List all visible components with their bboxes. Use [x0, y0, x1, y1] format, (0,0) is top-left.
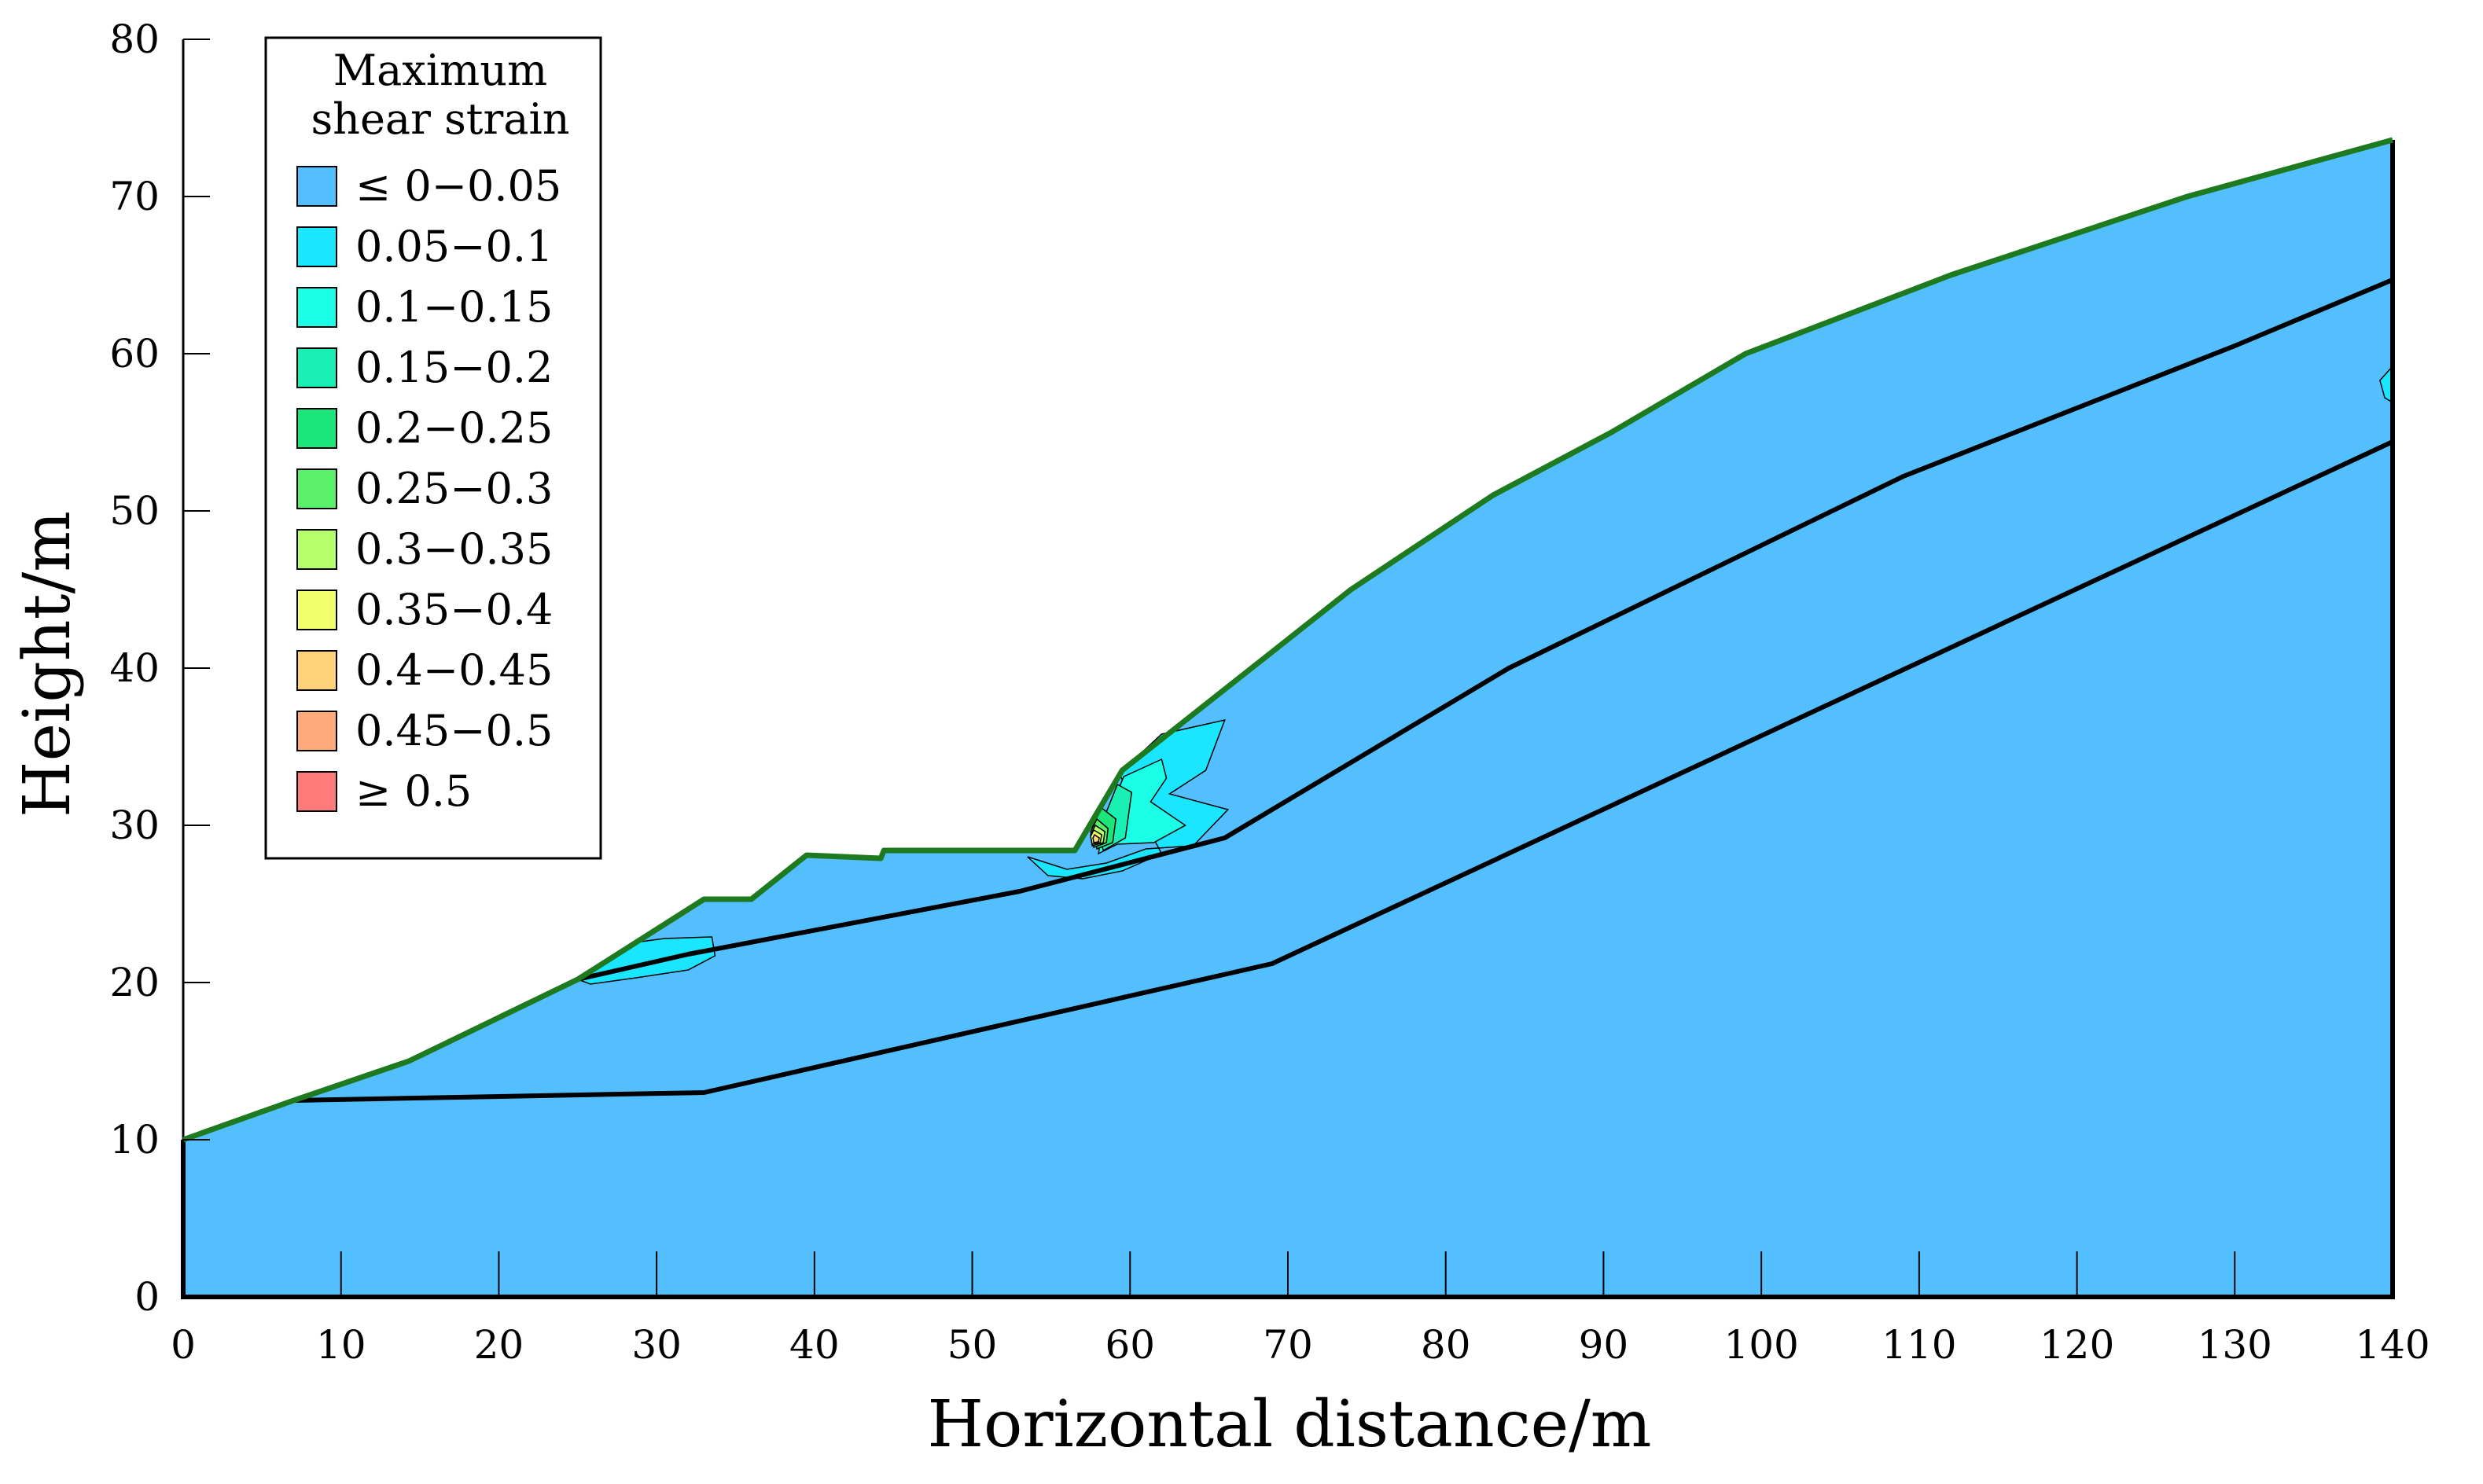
ground-surface	[182, 137, 2393, 1143]
legend-swatch	[296, 226, 337, 267]
y-tick-label: 30	[109, 803, 160, 848]
y-axis-title: Height/m	[10, 511, 85, 817]
legend-label: ≥ 0.5	[355, 766, 472, 816]
legend-swatch	[296, 711, 337, 751]
y-tick-label: 80	[109, 17, 160, 62]
legend-label: 0.35−0.4	[355, 585, 553, 634]
y-tick-label: 50	[109, 488, 160, 534]
legend-label: 0.05−0.1	[355, 222, 553, 271]
legend-swatch	[296, 468, 337, 509]
legend-label: 0.2−0.25	[355, 403, 553, 453]
legend-label: 0.4−0.45	[355, 645, 553, 695]
legend-swatch	[296, 347, 337, 388]
strain-zones	[576, 365, 2393, 985]
x-tick-label: 80	[1421, 1322, 1471, 1368]
x-tick-label: 140	[2355, 1322, 2430, 1368]
y-tick-label: 0	[134, 1274, 160, 1320]
y-tick-label: 10	[109, 1117, 160, 1163]
x-tick-label: 40	[789, 1322, 840, 1368]
x-tick-label: 110	[1882, 1322, 1956, 1368]
layer-boundaries	[181, 137, 2395, 1299]
strain-zone	[1092, 833, 1100, 843]
x-ticks: 0 10 20 30 40 50 60 70 80 90 100 110 120 130 140	[171, 1251, 2430, 1368]
x-tick-label: 130	[2198, 1322, 2272, 1368]
plot-area: 0 10 20 30 40 50 60 70 80 90 100 110 120 130 140 0 10 20 3…	[109, 17, 2430, 1368]
y-tick-label: 20	[109, 960, 160, 1005]
legend-label: 0.3−0.35	[355, 524, 553, 574]
y-tick-label: 40	[109, 645, 160, 691]
x-tick-label: 0	[171, 1322, 196, 1368]
legend-label: 0.1−0.15	[355, 282, 553, 332]
legend-swatch	[296, 650, 337, 691]
legend: Maximum shear strain ≤ 0−0.05 0.05−0.1 0.1…	[264, 36, 602, 860]
legend-swatch	[296, 287, 337, 328]
x-tick-label: 100	[1723, 1322, 1798, 1368]
x-tick-label: 60	[1105, 1322, 1155, 1368]
slope-body	[183, 140, 2393, 1297]
x-tick-label: 20	[474, 1322, 524, 1368]
legend-swatch	[296, 166, 337, 207]
y-tick-label: 60	[109, 331, 160, 377]
x-tick-label: 90	[1579, 1322, 1629, 1368]
x-tick-label: 70	[1263, 1322, 1313, 1368]
legend-label: 0.25−0.3	[355, 464, 553, 513]
y-tick-label: 70	[109, 174, 160, 219]
legend-label: 0.45−0.5	[355, 706, 553, 755]
legend-swatch	[296, 408, 337, 449]
x-axis-title: Horizontal distance/m	[927, 1387, 1651, 1462]
strain-zone	[1027, 718, 1230, 880]
y-ticks: 0 10 20 30 40 50 60 70 80	[109, 17, 210, 1320]
legend-entries: ≤ 0−0.05 0.05−0.1 0.1−0.15 0.15−0.2 0.2−0.25…	[296, 161, 561, 816]
legend-swatch	[296, 529, 337, 570]
legend-title-line-1: Maximum	[333, 46, 547, 95]
layer-boundary	[293, 439, 2394, 1103]
legend-label: 0.15−0.2	[355, 343, 553, 392]
x-tick-label: 120	[2040, 1322, 2114, 1368]
legend-swatch	[296, 771, 337, 812]
x-tick-label: 30	[631, 1322, 682, 1368]
slope-fill	[183, 140, 2393, 1297]
legend-title-line-2: shear strain	[311, 94, 569, 144]
layer-boundary	[577, 277, 2394, 982]
legend-label: ≤ 0−0.05	[355, 161, 561, 211]
x-tick-label: 50	[947, 1322, 998, 1368]
legend-swatch	[296, 590, 337, 630]
x-tick-label: 10	[316, 1322, 366, 1368]
